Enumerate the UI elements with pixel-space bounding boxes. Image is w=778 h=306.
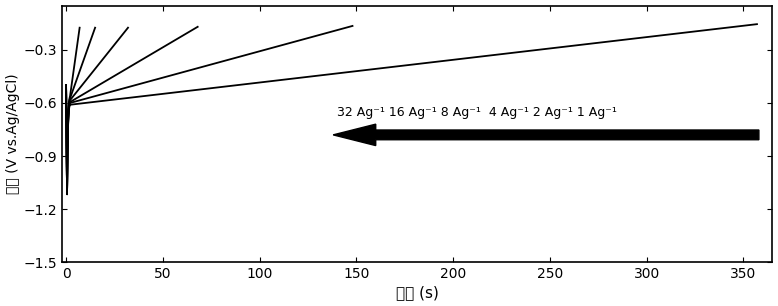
X-axis label: 时间 (s): 时间 (s) bbox=[396, 285, 439, 300]
FancyArrow shape bbox=[333, 124, 759, 146]
Y-axis label: 电压 (V vs.Ag/AgCl): 电压 (V vs.Ag/AgCl) bbox=[5, 74, 19, 194]
Text: 32 Ag⁻¹ 16 Ag⁻¹ 8 Ag⁻¹  4 Ag⁻¹ 2 Ag⁻¹ 1 Ag⁻¹: 32 Ag⁻¹ 16 Ag⁻¹ 8 Ag⁻¹ 4 Ag⁻¹ 2 Ag⁻¹ 1 A… bbox=[337, 106, 617, 119]
